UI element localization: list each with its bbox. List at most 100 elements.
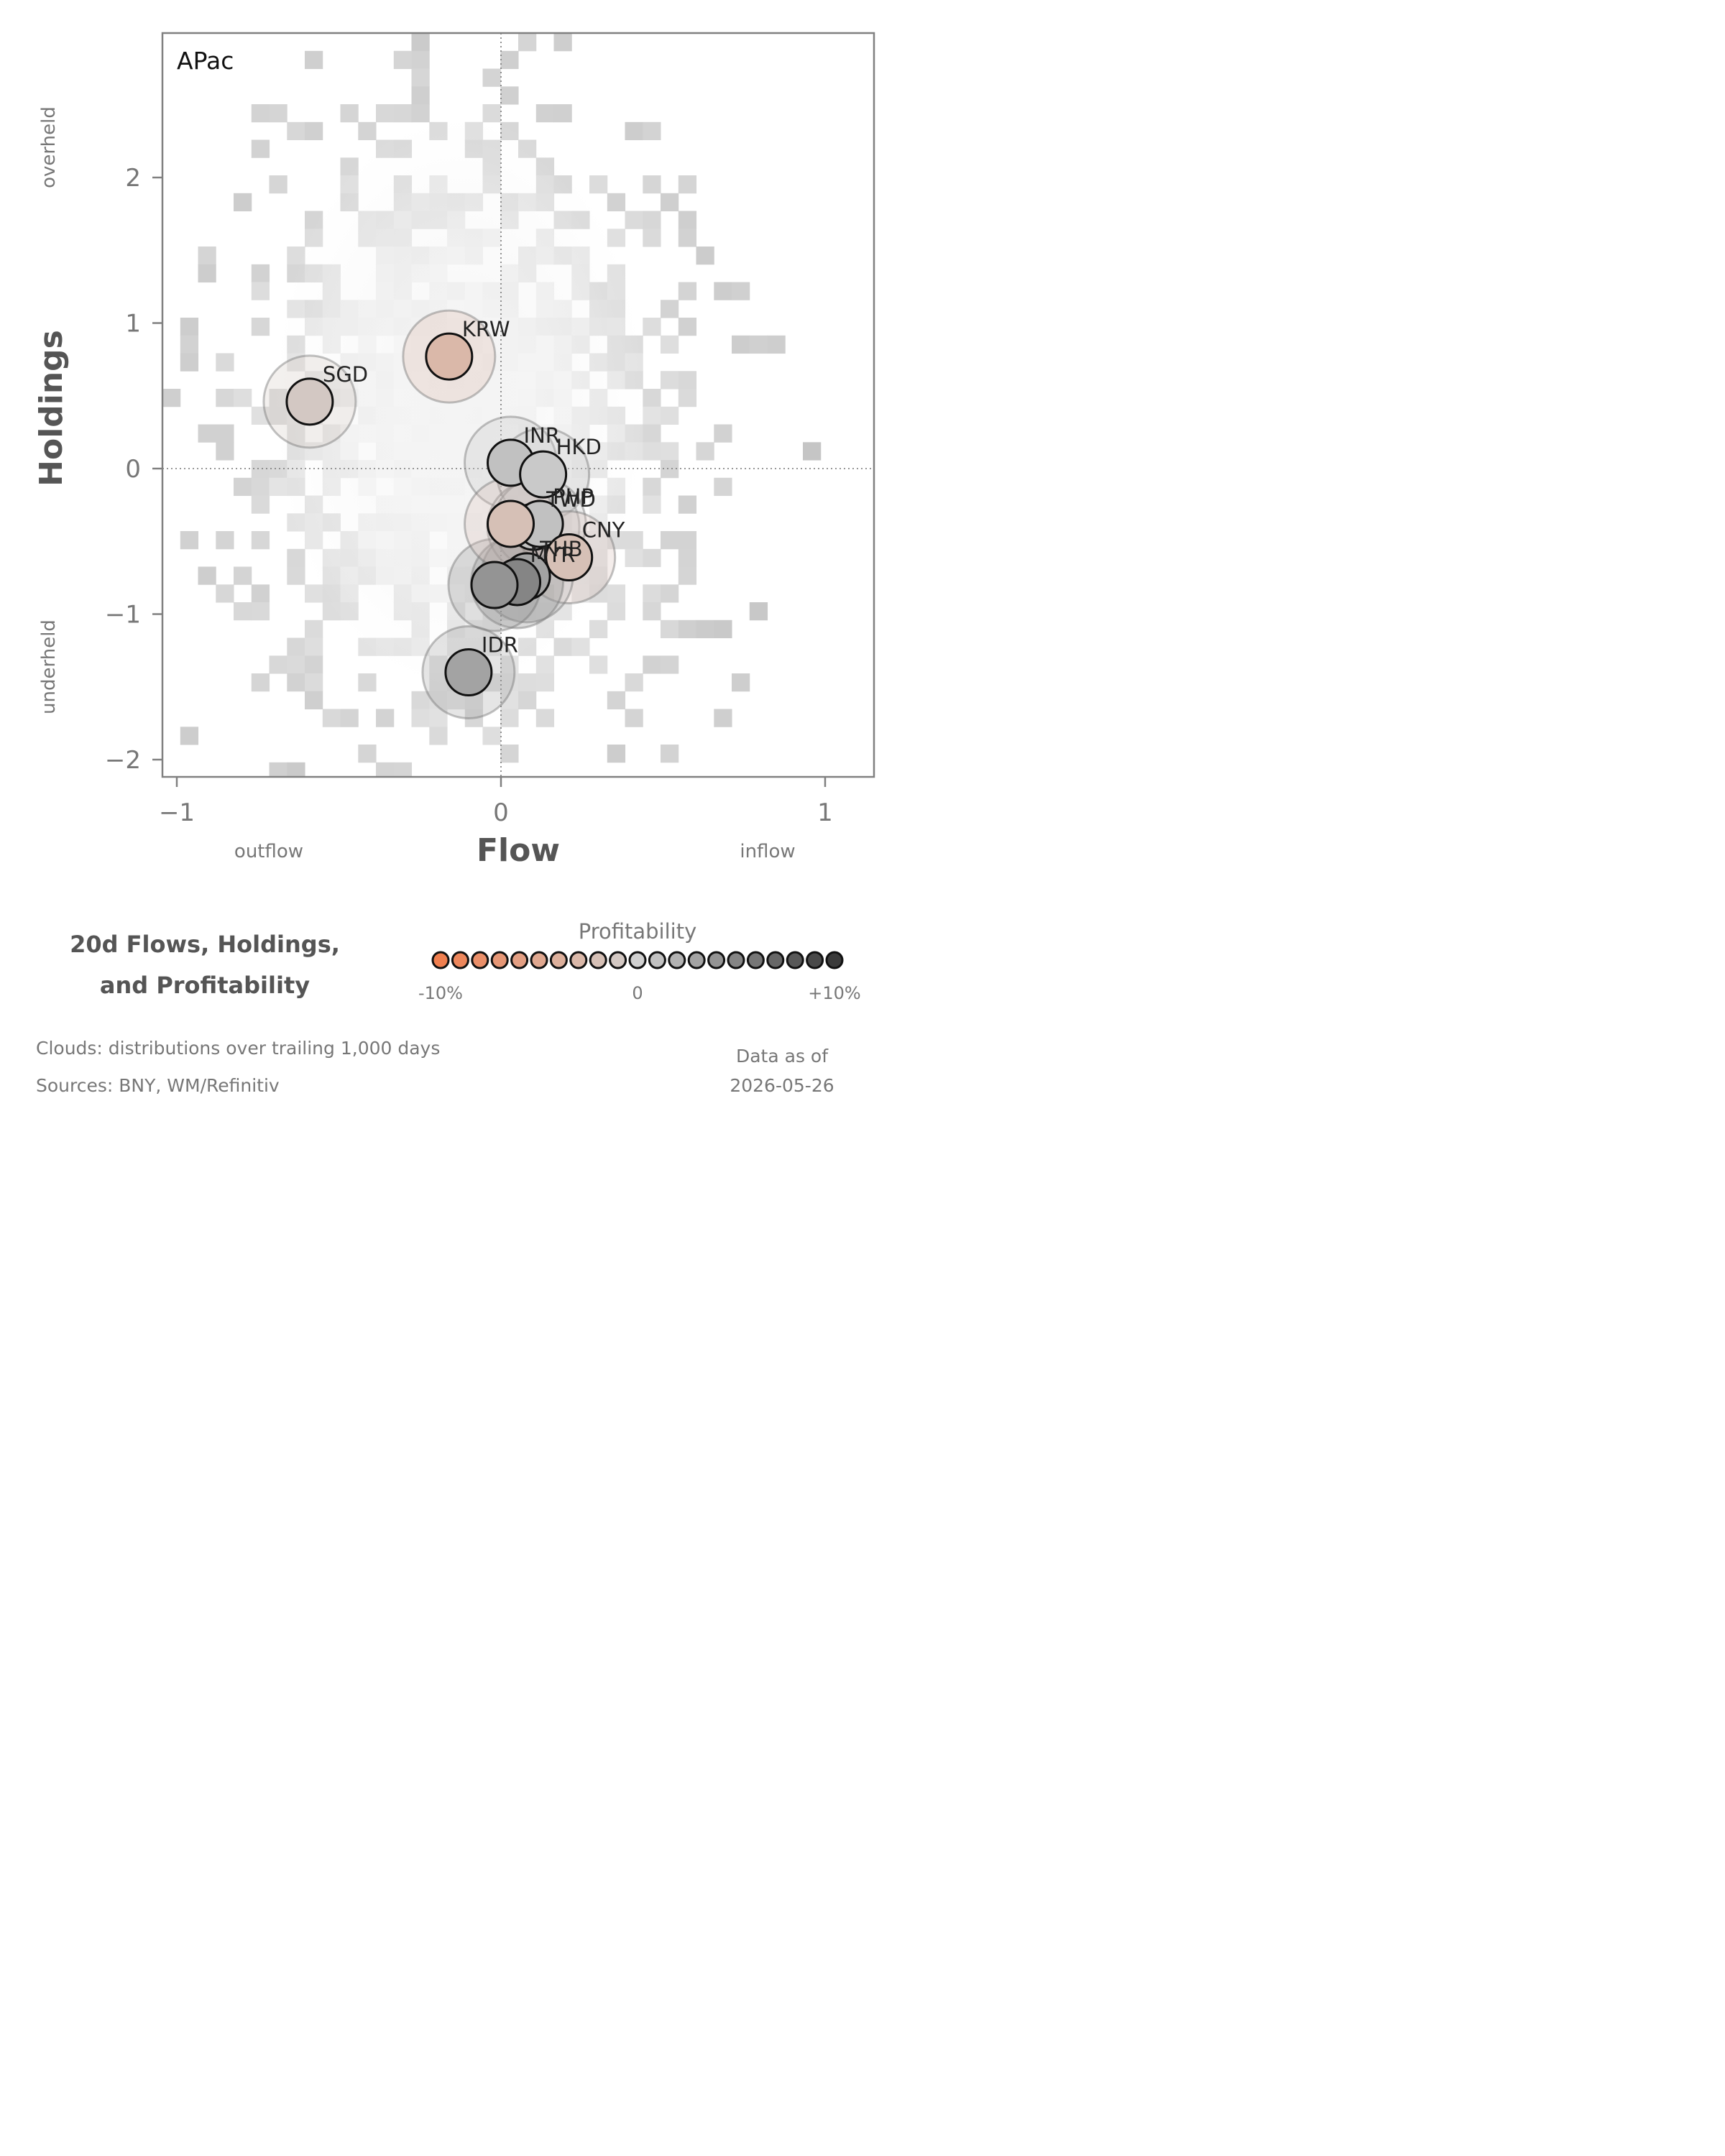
cloud-cell	[678, 566, 697, 585]
cloud-cell	[625, 673, 643, 692]
point-vnd	[487, 499, 535, 548]
cloud-cell	[180, 727, 199, 745]
cloud-cell	[518, 691, 537, 710]
cloud-cell	[429, 727, 448, 745]
cloud-cell	[287, 121, 305, 141]
cloud-cell	[340, 104, 359, 123]
cloud-cell	[500, 745, 519, 763]
point-label: PHP	[553, 484, 594, 509]
point-label: SGD	[323, 362, 368, 387]
cloud-cell	[714, 619, 732, 639]
point-label: IDR	[482, 633, 518, 658]
legend-swatch	[471, 951, 489, 969]
cloud-cell	[251, 477, 270, 497]
cloud-cell	[678, 229, 697, 247]
cloud-cell	[269, 175, 288, 194]
legend-swatch	[490, 951, 509, 969]
cloud-cell	[589, 175, 608, 194]
y-tick-label: −2	[105, 746, 141, 775]
cloud-cell	[643, 211, 661, 229]
cloud-cell	[535, 709, 555, 727]
cloud-cell	[234, 389, 252, 407]
cloud-cell	[411, 691, 430, 710]
cloud-cell	[305, 691, 323, 710]
cloud-cell	[625, 211, 643, 229]
legend-swatch	[609, 951, 627, 969]
cloud-cell	[234, 477, 252, 497]
y-tick-label: −1	[105, 601, 141, 630]
cloud-cell	[678, 495, 697, 514]
cloud-cell	[518, 33, 537, 52]
cloud-cell	[429, 709, 448, 727]
cloud-cell	[607, 745, 626, 763]
cloud-cell	[535, 673, 555, 692]
cloud-cell	[678, 389, 697, 407]
x-side-label-high: inflow	[740, 841, 795, 862]
panel-label: APac	[177, 47, 234, 75]
cloud-cell	[464, 709, 484, 727]
cloud-cell	[340, 709, 359, 727]
cloud-cell	[180, 335, 199, 354]
cloud-cell	[234, 566, 252, 585]
cloud-cell	[251, 318, 270, 336]
cloud-cell	[643, 175, 661, 194]
cloud-cell	[358, 121, 377, 141]
cloud-cell	[535, 104, 555, 123]
cloud-cell	[287, 566, 305, 585]
cloud-cell	[216, 442, 234, 461]
point-idr	[444, 648, 493, 696]
legend-swatch	[648, 951, 666, 969]
cloud-cell	[500, 709, 519, 727]
point-label: KRW	[462, 317, 510, 341]
cloud-cell	[198, 566, 216, 585]
cloud-cell	[661, 655, 679, 674]
profitability-legend	[431, 951, 844, 969]
legend-title: Profitability	[579, 919, 697, 944]
point-label: HKD	[556, 435, 602, 459]
legend-swatch	[451, 951, 469, 969]
legend-swatch	[530, 951, 548, 969]
cloud-cell	[216, 389, 234, 407]
cloud-cell	[803, 442, 822, 461]
cloud-cell	[411, 104, 430, 123]
cloud-cell	[678, 619, 697, 639]
axis-ticks: −1 0 1 −2 −1 0 1 2	[105, 164, 833, 827]
cloud-cell	[411, 50, 430, 70]
cloud-cell	[696, 619, 714, 639]
point-krw	[425, 332, 474, 381]
point-php2	[470, 561, 519, 609]
cloud-cell	[589, 619, 608, 639]
cloud-cell	[305, 655, 323, 674]
cloud-cell	[216, 584, 234, 603]
cloud-cell	[234, 602, 252, 621]
cloud-cell	[358, 745, 377, 763]
cloud-cell	[643, 318, 661, 336]
x-axis-title: Flow	[477, 832, 560, 869]
cloud-cell	[749, 335, 768, 354]
cloud-cell	[305, 50, 323, 70]
cloud-cell	[643, 602, 661, 621]
cloud-cell	[661, 442, 679, 461]
cloud-cell	[251, 673, 270, 692]
cloud-cell	[251, 264, 270, 283]
cloud-cell	[661, 584, 679, 603]
cloud-cell	[678, 371, 697, 390]
cloud-cell	[732, 673, 750, 692]
cloud-cell	[678, 531, 697, 550]
cloud-cell	[287, 673, 305, 692]
cloud-cell	[553, 33, 572, 52]
cloud-cell	[678, 282, 697, 300]
legend-swatch	[589, 951, 607, 969]
cloud-cell	[234, 193, 252, 212]
cloud-cell	[305, 121, 323, 141]
y-tick-label: 1	[125, 310, 141, 338]
cloud-cell	[500, 50, 519, 70]
legend-mid-label: 0	[632, 983, 643, 1003]
cloud-cell	[287, 637, 305, 656]
cloud-cell	[376, 762, 395, 777]
legend-swatch	[746, 951, 765, 969]
cloud-cell	[305, 673, 323, 692]
cloud-cell	[625, 121, 643, 141]
cloud-cell	[571, 637, 590, 656]
